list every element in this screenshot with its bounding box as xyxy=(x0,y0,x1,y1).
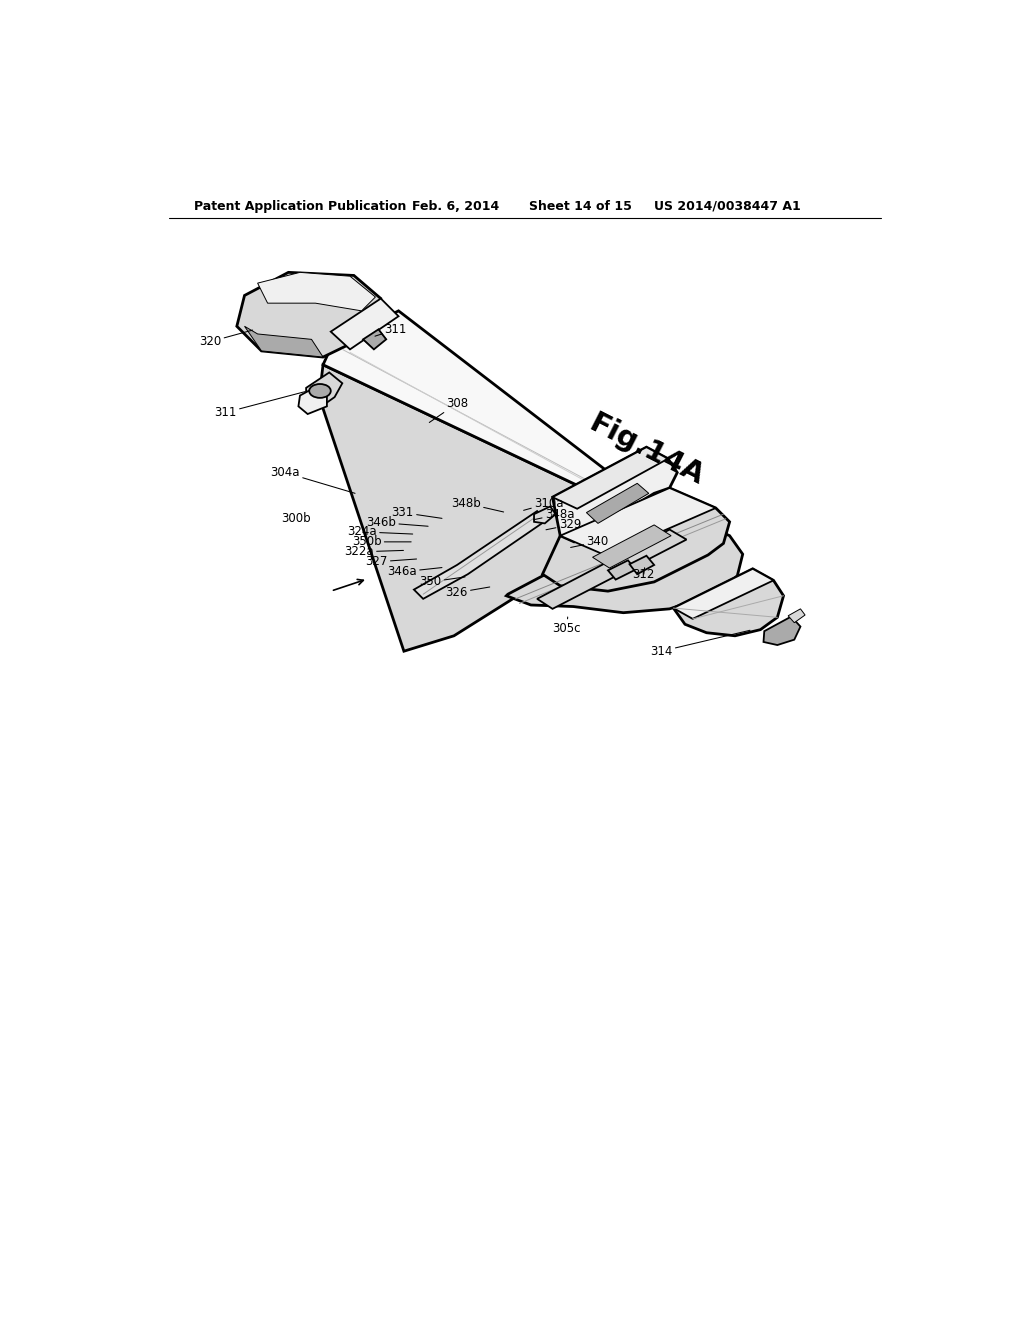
Text: 322a: 322a xyxy=(344,545,403,558)
Text: 312: 312 xyxy=(633,568,655,581)
Text: 305c: 305c xyxy=(553,616,581,635)
Text: 320: 320 xyxy=(200,330,253,348)
Text: 311: 311 xyxy=(214,392,305,418)
Polygon shape xyxy=(788,609,805,623)
Polygon shape xyxy=(674,569,783,636)
Text: 311: 311 xyxy=(375,323,407,337)
Text: 346a: 346a xyxy=(387,565,442,578)
Polygon shape xyxy=(553,447,668,508)
Polygon shape xyxy=(538,529,686,609)
Polygon shape xyxy=(560,488,716,556)
Text: 324a: 324a xyxy=(347,525,413,539)
Ellipse shape xyxy=(309,384,331,397)
Text: 308: 308 xyxy=(429,397,468,422)
Text: 350: 350 xyxy=(420,576,465,589)
Text: 326: 326 xyxy=(445,586,489,599)
Text: 340: 340 xyxy=(570,536,608,548)
Polygon shape xyxy=(506,508,742,612)
Polygon shape xyxy=(608,560,636,579)
Text: 304a: 304a xyxy=(270,466,355,494)
Polygon shape xyxy=(764,616,801,645)
Text: 346b: 346b xyxy=(367,516,428,529)
Text: Fig.14A: Fig.14A xyxy=(585,409,709,490)
Polygon shape xyxy=(245,326,323,358)
Polygon shape xyxy=(298,387,327,414)
Text: Sheet 14 of 15: Sheet 14 of 15 xyxy=(529,199,632,213)
Polygon shape xyxy=(535,507,556,524)
Polygon shape xyxy=(543,488,730,591)
Text: 331: 331 xyxy=(391,506,442,519)
Polygon shape xyxy=(593,525,671,568)
Text: US 2014/0038447 A1: US 2014/0038447 A1 xyxy=(654,199,801,213)
Polygon shape xyxy=(587,483,649,524)
Polygon shape xyxy=(323,312,631,507)
Polygon shape xyxy=(237,272,381,358)
Text: 327: 327 xyxy=(366,556,417,569)
Text: 348b: 348b xyxy=(452,496,504,512)
Polygon shape xyxy=(319,364,628,651)
Text: 329: 329 xyxy=(546,519,581,532)
Text: 314: 314 xyxy=(650,630,750,657)
Text: 350b: 350b xyxy=(352,536,412,548)
Polygon shape xyxy=(674,569,773,619)
Polygon shape xyxy=(331,298,398,350)
Polygon shape xyxy=(306,372,342,407)
Text: 348a: 348a xyxy=(534,508,574,520)
Text: Patent Application Publication: Patent Application Publication xyxy=(194,199,407,213)
Polygon shape xyxy=(364,330,386,350)
Polygon shape xyxy=(630,556,654,574)
Polygon shape xyxy=(553,447,677,543)
Text: 300b: 300b xyxy=(281,512,310,525)
Polygon shape xyxy=(258,272,376,312)
Text: 310a: 310a xyxy=(523,496,563,511)
Text: Feb. 6, 2014: Feb. 6, 2014 xyxy=(413,199,500,213)
Polygon shape xyxy=(414,511,547,599)
